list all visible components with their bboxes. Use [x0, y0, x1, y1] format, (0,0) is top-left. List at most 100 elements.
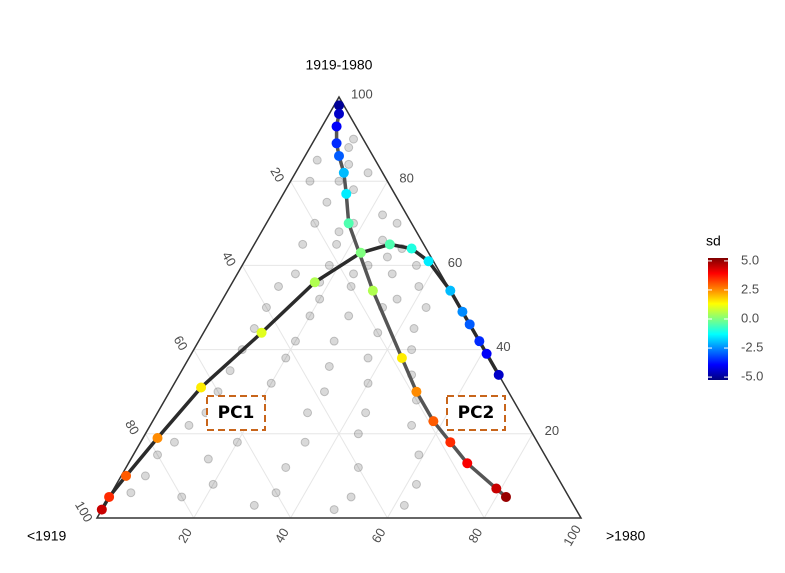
curve-point — [500, 491, 511, 502]
cloud-point — [329, 336, 339, 346]
cloud-point — [329, 505, 339, 515]
curve-point — [396, 353, 407, 364]
curve-label: PC1 — [218, 403, 255, 423]
tick-label: 60 — [368, 525, 388, 545]
cloud-point — [310, 218, 320, 228]
cloud-point — [392, 218, 402, 228]
cloud-point — [407, 345, 417, 355]
cloud-point — [281, 353, 291, 363]
curve-point — [152, 433, 163, 444]
curve-point — [334, 108, 344, 119]
curve-point — [384, 239, 395, 250]
cloud-point — [361, 408, 371, 418]
curve-point — [423, 256, 434, 267]
curve-point — [256, 327, 267, 338]
cloud-point — [266, 378, 276, 388]
cloud-point — [312, 155, 322, 165]
grid-line — [483, 433, 534, 519]
cloud-point — [363, 168, 373, 178]
tick-label: 100 — [72, 498, 96, 524]
cloud-point — [184, 420, 194, 430]
curve-point — [367, 285, 378, 296]
grid-line — [290, 265, 437, 519]
tick-label: 60 — [448, 255, 462, 270]
cloud-point — [344, 311, 354, 321]
cloud-point — [305, 176, 315, 186]
cloud-point — [261, 303, 271, 312]
curve-point — [334, 150, 344, 161]
tick-label: 40 — [272, 525, 292, 545]
curve-point — [445, 285, 456, 296]
cloud-point — [346, 492, 356, 502]
grid-line — [241, 265, 388, 519]
curve-point — [331, 121, 342, 132]
cloud-point — [346, 281, 356, 291]
axis-title: <1919 — [27, 528, 67, 544]
cloud-point — [392, 294, 402, 304]
cloud-point — [249, 324, 259, 334]
cloud-point — [387, 269, 397, 279]
ticks: 20 40 60 80 100 20 40 60 80 100 20 40 60 80 100 — [72, 86, 584, 548]
curve — [334, 105, 508, 499]
tick-label: 20 — [267, 165, 287, 185]
cloud-point — [334, 227, 344, 237]
cloud-point — [324, 260, 334, 270]
colorbar — [708, 258, 728, 380]
cloud-point — [378, 210, 388, 220]
label-box — [446, 395, 506, 431]
curve-point — [491, 483, 502, 494]
axis-title: 1919-1980 — [306, 57, 373, 73]
colorbar-title: sd — [706, 233, 721, 249]
cloud-point — [414, 281, 424, 291]
tick-label: 20 — [545, 423, 559, 438]
cloud-point — [407, 420, 417, 430]
cloud-point — [378, 235, 388, 245]
cloud-point — [334, 176, 344, 186]
curve-point — [338, 167, 349, 178]
cloud-point — [322, 197, 332, 207]
cloud-point — [274, 281, 283, 291]
curve-point — [474, 336, 485, 347]
cloud-point — [232, 437, 242, 447]
cloud-point — [281, 462, 291, 472]
curve-point — [411, 386, 422, 397]
cloud-point — [363, 378, 373, 388]
tick-label: 100 — [351, 86, 373, 101]
cloud-point — [409, 324, 419, 334]
cloud-point — [169, 437, 179, 447]
cloud-point — [373, 328, 383, 338]
cloud-point — [298, 239, 308, 249]
tick-label: 80 — [122, 417, 142, 437]
tick-label: 80 — [465, 525, 485, 545]
cloud-point — [303, 408, 313, 418]
curve-points — [96, 100, 511, 515]
cloud-point — [203, 454, 213, 464]
cloud-point — [324, 361, 334, 371]
colorbar-tick-label: 5.0 — [741, 252, 759, 267]
curve-point — [104, 491, 115, 502]
grid-line — [386, 349, 485, 519]
cloud-point — [344, 143, 354, 153]
cloud-point — [177, 492, 187, 502]
cloud-point — [213, 387, 223, 397]
tick-label: 60 — [171, 333, 191, 353]
tick-label: 80 — [399, 171, 413, 186]
cloud-point — [249, 500, 259, 510]
curve-point — [406, 243, 417, 254]
tick-label: 40 — [496, 339, 510, 354]
cloud-point — [349, 269, 359, 279]
colorbar-tick-label: -2.5 — [741, 339, 763, 354]
curve-point — [334, 100, 344, 111]
curve — [100, 242, 501, 511]
colorbar-tick-label: 2.5 — [741, 281, 759, 296]
cloud-point — [421, 303, 431, 312]
cloud-point — [208, 479, 218, 489]
cloud-point — [140, 471, 150, 481]
cloud-point — [300, 437, 310, 447]
tick-label: 40 — [219, 249, 239, 269]
tick-label: 100 — [560, 522, 584, 548]
curve-point — [309, 277, 320, 288]
cloud-point — [225, 366, 235, 376]
colorbar-ticks: 5.0 2.5 0.0 -2.5 -5.0 — [708, 252, 763, 384]
